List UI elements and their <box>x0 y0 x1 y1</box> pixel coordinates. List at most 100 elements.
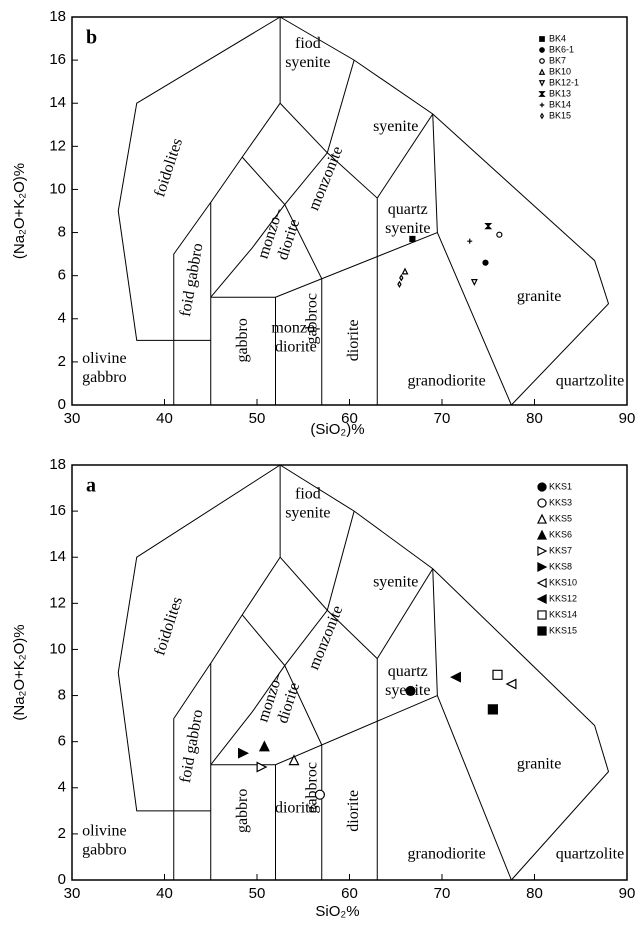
field-label: quartz syenite <box>385 201 430 237</box>
field-label-line: gabbro <box>234 318 251 362</box>
field-label: syenite <box>373 118 418 135</box>
legend-marker <box>539 112 545 120</box>
legend-label: KKS15 <box>549 625 577 635</box>
y-tick-label: 2 <box>58 825 66 842</box>
legend-label: KKS6 <box>549 529 572 539</box>
field-label-line: gabbroc <box>303 762 320 814</box>
legend-marker <box>539 58 545 64</box>
marker <box>256 761 268 773</box>
y-axis-label: (Na₂O+K₂O)% <box>11 624 28 720</box>
field-label-line: syenite <box>385 220 430 237</box>
field-label: gabbroc <box>303 293 320 345</box>
field-label-line: foid gabbro <box>177 242 207 318</box>
y-tick-label: 16 <box>49 51 66 68</box>
field-boundary <box>432 568 438 696</box>
panel: foidolites fiod syenite syenite monzonite qua… <box>11 456 635 920</box>
field-label-line: fiod <box>295 35 321 52</box>
legend-marker <box>537 482 547 492</box>
field-label-line: monzonite <box>305 603 346 672</box>
field-label-line: foid gabbro <box>177 708 207 784</box>
field-label-line: diorite <box>345 319 362 361</box>
field-label: fiod syenite <box>285 35 330 71</box>
x-tick-label: 30 <box>64 410 81 427</box>
field-label: monzonite <box>305 603 346 672</box>
marker <box>467 238 473 244</box>
field-boundary <box>173 17 281 405</box>
field-label: foidolites <box>151 595 186 658</box>
field-label: granodiorite <box>408 372 486 389</box>
x-tick-label: 80 <box>526 410 543 427</box>
x-tick-label: 60 <box>341 885 358 902</box>
x-axis-label: SiO₂% <box>315 903 359 920</box>
legend-label: KKS3 <box>549 497 572 507</box>
field-label-line: quartz <box>388 201 428 218</box>
panel-label: a <box>86 475 96 497</box>
legend-marker <box>539 36 545 42</box>
field-boundary <box>436 232 512 406</box>
marker <box>399 274 404 282</box>
field-label: granodiorite <box>408 845 486 862</box>
field-label-line: diorite <box>275 338 317 355</box>
legend-label: KKS12 <box>549 593 577 603</box>
y-tick-label: 18 <box>49 8 66 25</box>
field-label-line: gabbroc <box>303 293 320 345</box>
x-tick-label: 40 <box>156 885 173 902</box>
marker <box>496 231 503 238</box>
field-label: granite <box>517 755 561 772</box>
field-label: gabbroc <box>303 762 320 814</box>
field-label-line: gabbro <box>82 841 126 858</box>
field-boundary <box>284 510 355 666</box>
legend-marker <box>536 593 547 605</box>
field-boundary <box>117 464 281 812</box>
y-tick-label: 12 <box>49 137 66 154</box>
marker <box>405 685 416 697</box>
legend-label: BK15 <box>549 110 571 120</box>
legend-label: BK7 <box>549 55 566 65</box>
legend-marker <box>537 545 548 557</box>
field-label-line: monzonite <box>305 144 346 213</box>
legend-label: BK14 <box>549 99 571 109</box>
field-label: diorite <box>345 790 362 832</box>
x-tick-label: 40 <box>156 410 173 427</box>
field-label-line: syenite <box>373 118 418 135</box>
x-tick-label: 90 <box>619 410 636 427</box>
legend-label: BK12-1 <box>549 77 579 87</box>
field-label-line: olivine <box>82 822 126 839</box>
y-tick-label: 0 <box>58 871 66 888</box>
legend-marker <box>536 577 547 589</box>
y-tick-label: 2 <box>58 353 66 370</box>
field-label: foid gabbro <box>177 242 207 318</box>
field-boundary <box>210 204 286 298</box>
x-tick-label: 90 <box>619 885 636 902</box>
marker <box>238 747 249 759</box>
field-label: gabbro <box>234 318 251 362</box>
field-label-line: diorite <box>345 790 362 832</box>
marker <box>484 222 493 230</box>
legend-label: KKS14 <box>549 609 577 619</box>
y-tick-label: 6 <box>58 733 66 750</box>
field-label-line: quartzolite <box>556 372 624 389</box>
field-label: olivine gabbro <box>82 822 126 858</box>
legend-label: KKS8 <box>549 561 572 571</box>
marker <box>487 704 498 715</box>
legend-label: BK6-1 <box>549 44 574 54</box>
field-label-line: gabbro <box>82 369 126 386</box>
x-tick-label: 50 <box>249 885 266 902</box>
field-label-line: olivine <box>82 350 126 367</box>
marker <box>470 279 478 286</box>
field-boundary <box>210 695 438 766</box>
y-tick-label: 4 <box>58 779 66 796</box>
marker <box>401 267 409 275</box>
field-label: foid gabbro <box>177 708 207 784</box>
field-boundary <box>279 16 610 406</box>
y-tick-label: 8 <box>58 687 66 704</box>
legend-marker <box>537 610 547 620</box>
legend-marker <box>539 47 545 53</box>
field-label-line: quartz <box>388 663 428 680</box>
y-axis-label: (Na₂O+K₂O)% <box>11 163 28 259</box>
y-tick-label: 12 <box>49 594 66 611</box>
marker <box>505 678 517 690</box>
field-label: diorite <box>275 799 317 816</box>
x-tick-label: 30 <box>64 885 81 902</box>
